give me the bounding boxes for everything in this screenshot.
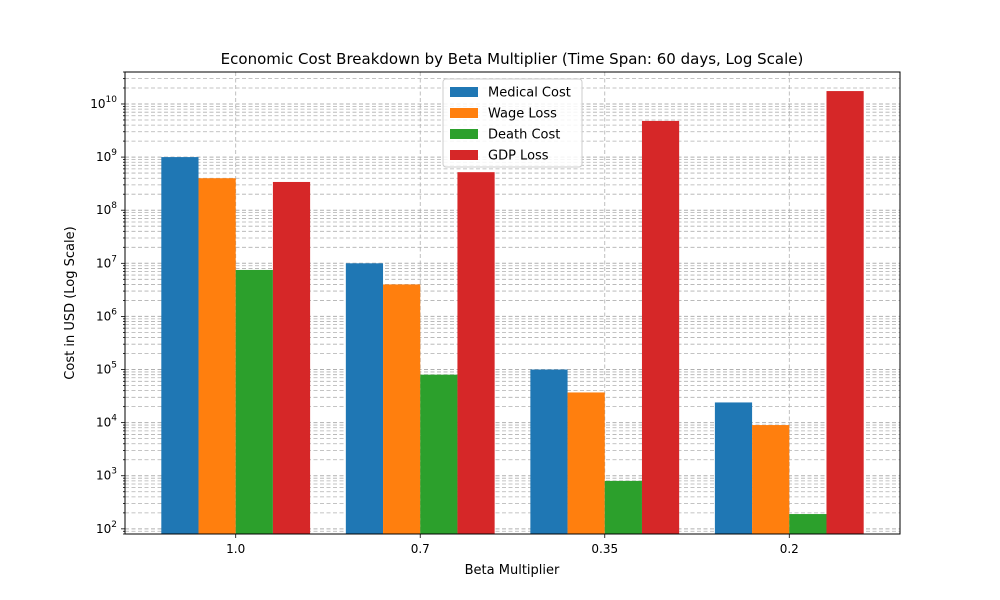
x-tick-label: 0.2 <box>780 542 799 556</box>
legend: Medical Cost Wage Loss Death Cost GDP Loss <box>442 78 583 168</box>
bar-gdp-loss <box>457 172 495 534</box>
bar-death-cost <box>789 514 827 534</box>
x-tick-label: 0.7 <box>411 542 430 556</box>
bar-wage-loss <box>752 425 790 534</box>
bar-medical-cost <box>345 263 384 534</box>
bar-wage-loss <box>567 392 605 534</box>
legend-box <box>442 78 583 168</box>
y-tick-label: 106 <box>96 307 117 323</box>
bar-wage-loss <box>198 178 236 534</box>
bar-wage-loss <box>383 284 421 534</box>
y-tick-label: 103 <box>96 467 117 483</box>
bar-medical-cost <box>530 369 568 534</box>
bar-death-cost <box>604 480 642 534</box>
bars-layer <box>161 91 864 535</box>
chart-title: Economic Cost Breakdown by Beta Multipli… <box>221 50 804 68</box>
y-tick-label: 1010 <box>90 95 117 111</box>
y-tick-label: 102 <box>96 520 117 536</box>
plot-area-frame <box>124 71 901 535</box>
y-tick-label: 107 <box>96 254 117 270</box>
x-axis-label: Beta Multiplier <box>465 563 560 578</box>
bar-medical-cost <box>161 157 199 535</box>
bar-gdp-loss <box>641 120 680 534</box>
legend-swatch <box>450 129 478 139</box>
bar-death-cost <box>235 269 273 534</box>
legend-swatch <box>450 150 478 160</box>
y-tick-label: 108 <box>96 201 117 217</box>
grid-layer <box>125 71 900 535</box>
legend-label: Wage Loss <box>488 107 557 122</box>
x-tick-label: 0.35 <box>591 542 618 556</box>
bar-gdp-loss <box>272 181 311 534</box>
legend-swatch <box>450 108 478 118</box>
legend-label: GDP Loss <box>488 149 549 164</box>
y-tick-label: 105 <box>96 361 117 377</box>
y-axis-label: Cost in USD (Log Scale) <box>63 226 78 379</box>
bar-death-cost <box>420 374 458 534</box>
x-tick-label: 1.0 <box>226 542 245 556</box>
legend-label: Death Cost <box>488 128 560 143</box>
legend-label: Medical Cost <box>488 86 571 101</box>
y-tick-label: 104 <box>96 414 117 430</box>
y-tick-label: 109 <box>96 148 117 164</box>
bar-gdp-loss <box>826 91 864 534</box>
bar-medical-cost <box>714 402 753 534</box>
axis-layer: 1.0 0.7 0.35 0.2 102 103 104 105 106 107 108 109 101… <box>90 71 799 556</box>
legend-swatch <box>450 87 478 97</box>
